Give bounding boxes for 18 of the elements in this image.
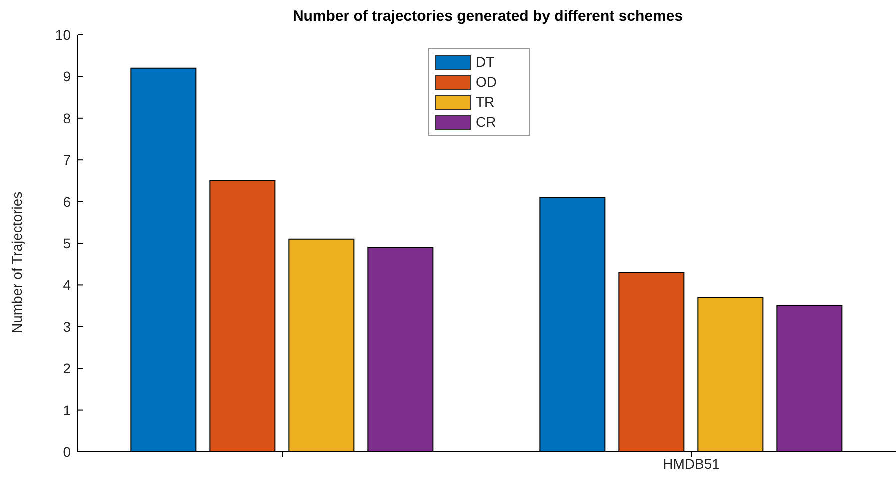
legend-label: TR [475, 93, 496, 112]
y-tick-label: 2 [63, 360, 72, 377]
y-tick-label: 9 [63, 68, 72, 85]
chart-title: Number of trajectories generated by different schemes [292, 8, 684, 25]
y-tick-label: 10 [55, 26, 72, 43]
y-tick-label: 6 [63, 194, 72, 210]
y-tick-label: 0 [63, 444, 72, 460]
y-tick-label: 1 [63, 402, 72, 418]
y-tick-label: 5 [63, 235, 72, 252]
y-tick-label: 8 [63, 110, 72, 126]
y-tick-label: 3 [63, 318, 72, 335]
legend-label: CR [475, 113, 498, 132]
legend-label: OD [475, 73, 498, 92]
y-tick-label: 7 [63, 152, 72, 168]
y-axis-title: Number of Trajectories [8, 192, 25, 334]
y-tick-label: 4 [63, 277, 72, 294]
legend-label: DT [475, 53, 496, 72]
x-tick-label: HMDB51 [663, 456, 720, 472]
